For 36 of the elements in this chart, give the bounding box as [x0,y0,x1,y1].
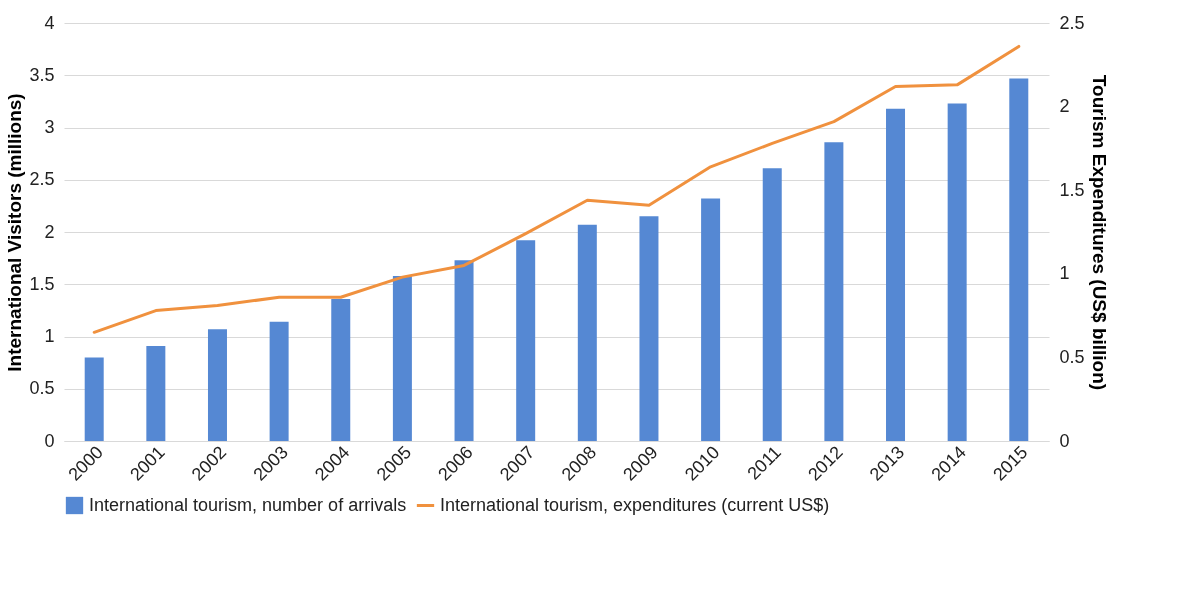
legend-label: International tourism, number of arrivals [89,494,407,515]
y-tick-label: 3 [44,117,55,137]
bar [516,240,536,441]
y-tick-label: 3.5 [29,64,55,85]
bar [146,345,166,441]
bar [84,357,104,441]
bar [331,298,351,441]
y-tick-label: 4 [44,12,55,33]
bar [639,216,659,441]
bar [701,198,721,441]
y2-tick-label: 0.5 [1059,346,1085,367]
y2-axis-title: Tourism Expenditures (US$ billion) [1088,74,1110,391]
bar [392,275,412,441]
y-tick-label: 2 [44,221,55,242]
bar [947,103,967,441]
y2-tick-label: 2.5 [1059,12,1085,33]
y2-tick-label: 1 [1059,263,1070,284]
y-tick-label: 0 [44,430,55,451]
legend-label: International tourism, expenditures (current US$) [440,494,830,515]
y-tick-label: 2.5 [29,169,55,190]
bar [577,224,597,441]
bar [269,321,289,441]
bar [454,260,474,441]
y-tick-label: 1.5 [29,273,55,294]
bar [824,142,844,441]
y2-tick-label: 0 [1059,430,1070,451]
bar [1009,78,1029,441]
bar [886,108,906,441]
bar [762,168,782,441]
y-tick-label: 1 [44,326,55,346]
bar [207,329,227,441]
y2-tick-label: 1.5 [1059,179,1085,200]
y-tick-label: 0.5 [29,378,55,399]
y2-tick-label: 2 [1059,96,1070,117]
y-axis-title: International Visitors (millions) [4,93,26,372]
line-series [92,44,1021,334]
